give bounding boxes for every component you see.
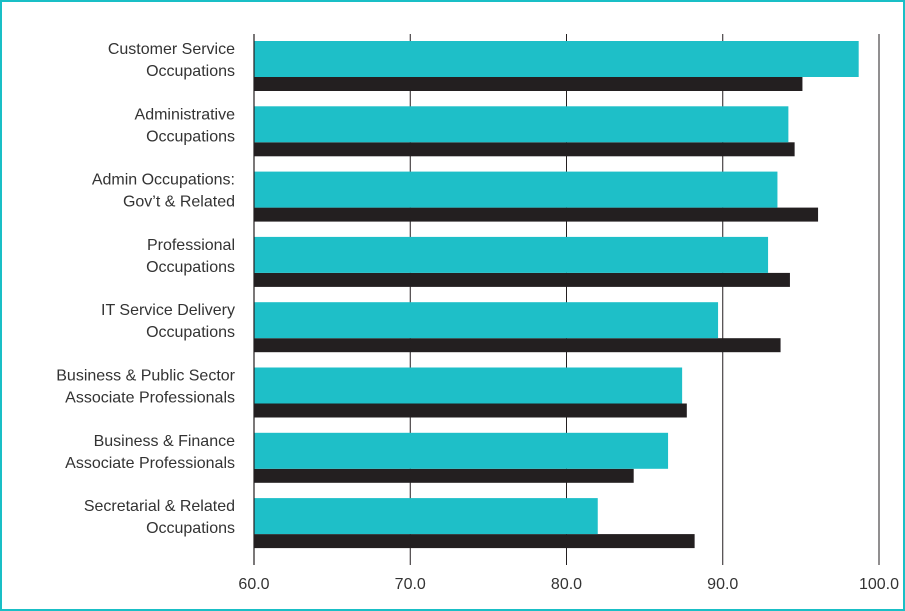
bar-series-b <box>254 534 695 549</box>
category-label: Business & Finance Associate Professional… <box>65 433 235 472</box>
bar-series-a <box>254 236 769 273</box>
category-label-line: Professional <box>147 237 235 254</box>
category-label: Professional Occupations <box>146 237 235 276</box>
bar-series-a <box>254 432 669 469</box>
bar-series-a <box>254 302 719 339</box>
bar-series-b <box>254 77 803 91</box>
category-label: IT Service Delivery Occupations <box>101 302 235 341</box>
bar-series-a <box>254 367 683 404</box>
x-tick-label: 80.0 <box>551 576 582 593</box>
category-label-line: Associate Professionals <box>65 455 235 472</box>
category-label-line: Occupations <box>146 324 235 341</box>
category-label-line: Customer Service <box>108 41 235 58</box>
bar-series-b <box>254 338 781 353</box>
category-label: Administrative Occupations <box>135 106 236 145</box>
bar-series-a <box>254 106 789 143</box>
bar-series-a <box>254 171 778 208</box>
bar-series-b <box>254 403 687 418</box>
bar-series-b <box>254 468 634 483</box>
category-label-line: Occupations <box>146 128 235 145</box>
x-tick-label: 70.0 <box>395 576 426 593</box>
bar-series-b <box>254 207 819 222</box>
x-tick-label: 60.0 <box>238 576 269 593</box>
category-label: Secretarial & Related Occupations <box>84 498 235 537</box>
category-label-line: Admin Occupations: <box>92 172 235 189</box>
bar-series-a <box>254 41 859 77</box>
category-label-line: Administrative <box>135 106 236 123</box>
category-label: Business & Public Sector Associate Profes… <box>56 368 235 407</box>
category-label-line: IT Service Delivery <box>101 302 235 319</box>
category-label-line: Business & Public Sector <box>56 368 235 385</box>
category-label-line: Gov’t & Related <box>123 194 235 211</box>
category-labels: Customer Service OccupationsAdministrativ… <box>56 41 235 537</box>
x-tick-label: 100.0 <box>859 576 899 593</box>
category-label-line: Occupations <box>146 259 235 276</box>
category-label-line: Occupations <box>146 63 235 80</box>
category-label: Customer Service Occupations <box>108 41 235 80</box>
category-label: Admin Occupations: Gov’t & Related <box>92 172 235 211</box>
bar-series-b <box>254 142 795 157</box>
category-label-line: Occupations <box>146 520 235 537</box>
bar-series-a <box>254 498 598 535</box>
category-label-line: Business & Finance <box>94 433 236 450</box>
bar-series-b <box>254 272 790 287</box>
x-tick-labels: 60.0 70.0 80.0 90.0 100.0 <box>238 576 899 593</box>
x-tick-label: 90.0 <box>707 576 738 593</box>
category-label-line: Secretarial & Related <box>84 498 235 515</box>
bars <box>254 41 859 549</box>
category-label-line: Associate Professionals <box>65 390 235 407</box>
